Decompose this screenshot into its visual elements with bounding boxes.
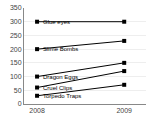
svg-text:150: 150 <box>10 59 22 66</box>
svg-text:350: 350 <box>10 4 22 11</box>
svg-text:250: 250 <box>10 32 22 39</box>
svg-text:50: 50 <box>14 87 22 94</box>
svg-text:2009: 2009 <box>116 107 132 114</box>
svg-text:Slime Bombs: Slime Bombs <box>43 46 78 52</box>
svg-text:0: 0 <box>18 100 22 107</box>
svg-text:300: 300 <box>10 18 22 25</box>
svg-text:200: 200 <box>10 46 22 53</box>
svg-text:Torpedo Traps: Torpedo Traps <box>43 93 81 99</box>
svg-text:Cruel Clips: Cruel Clips <box>43 85 72 91</box>
svg-text:Dragon Eggs: Dragon Eggs <box>43 74 78 80</box>
svg-text:100: 100 <box>10 73 22 80</box>
svg-text:2008: 2008 <box>29 107 45 114</box>
svg-text:Glue eyes: Glue eyes <box>43 19 70 25</box>
